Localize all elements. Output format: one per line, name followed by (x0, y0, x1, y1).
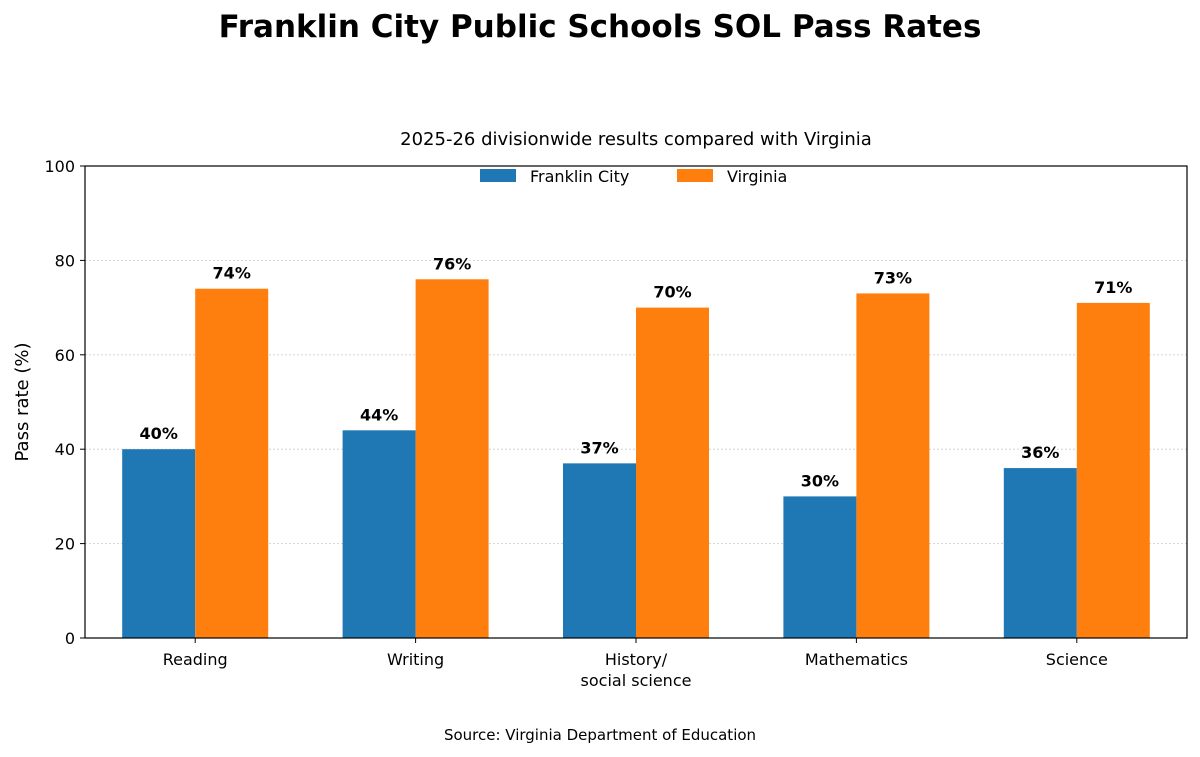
bar-value-label: 30% (801, 471, 839, 490)
bar-franklin-city (783, 496, 857, 638)
x-tick-label: Mathematics (805, 650, 908, 669)
legend-swatch (677, 169, 713, 182)
source-note: Source: Virginia Department of Education (444, 726, 756, 744)
y-axis: 0 20 40 60 80 100 (44, 157, 85, 648)
bar-virginia (856, 293, 930, 638)
y-tick-label: 80 (55, 251, 75, 270)
y-axis-label: Pass rate (%) (12, 343, 33, 462)
legend-label: Virginia (727, 167, 787, 186)
bar-value-label: 73% (874, 268, 912, 287)
y-tick-label: 20 (55, 535, 75, 554)
x-axis: Reading Writing History/social science Math… (163, 638, 1108, 690)
x-tick-label: History/ (605, 650, 668, 669)
bar-virginia (1076, 302, 1150, 638)
bar-value-label: 44% (360, 405, 398, 424)
legend: Franklin City Virginia (480, 167, 787, 186)
y-tick-label: 40 (55, 440, 75, 459)
bar-virginia (636, 307, 709, 638)
y-tick-label: 100 (44, 157, 75, 176)
x-tick-label: Reading (163, 650, 228, 669)
x-tick-label: Science (1046, 650, 1108, 669)
bar-virginia (195, 288, 269, 638)
bar-virginia (415, 279, 489, 638)
legend-swatch (480, 169, 516, 182)
bar-value-labels: 40% 74% 44% 76% 37% 70% 30% 73% 36% 71% (140, 254, 1133, 490)
y-tick-label: 60 (55, 346, 75, 365)
chart-title: Franklin City Public Schools SOL Pass Ra… (219, 9, 982, 45)
bar-value-label: 37% (580, 438, 618, 457)
bar-franklin-city (1003, 468, 1077, 638)
chart-subtitle: 2025-26 divisionwide results compared wi… (400, 129, 872, 150)
bar-value-label: 71% (1094, 278, 1132, 297)
x-tick-label: Writing (387, 650, 444, 669)
x-tick-label: social science (581, 671, 692, 690)
bars (122, 279, 1150, 638)
bar-value-label: 36% (1021, 443, 1059, 462)
bar-franklin-city (122, 449, 196, 638)
bar-value-label: 70% (653, 283, 691, 302)
bar-franklin-city (563, 463, 636, 638)
y-tick-label: 0 (65, 629, 75, 648)
bar-value-label: 40% (140, 424, 178, 443)
bar-value-label: 74% (213, 264, 251, 283)
bar-franklin-city (342, 430, 416, 638)
legend-label: Franklin City (530, 167, 629, 186)
bar-value-label: 76% (433, 254, 471, 273)
